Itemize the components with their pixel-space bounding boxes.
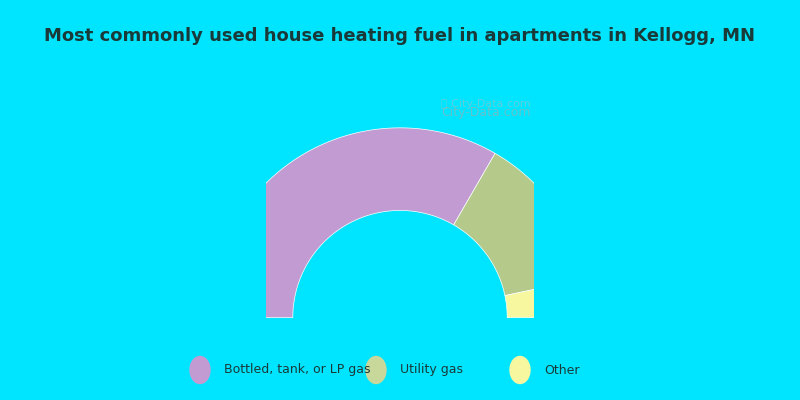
Polygon shape — [505, 278, 590, 318]
Text: City-Data.com: City-Data.com — [441, 106, 530, 119]
Text: Most commonly used house heating fuel in apartments in Kellogg, MN: Most commonly used house heating fuel in… — [45, 27, 755, 45]
Ellipse shape — [190, 356, 210, 384]
Text: Bottled, tank, or LP gas: Bottled, tank, or LP gas — [224, 364, 370, 376]
Text: Other: Other — [544, 364, 579, 376]
Text: Utility gas: Utility gas — [400, 364, 463, 376]
Ellipse shape — [510, 356, 530, 384]
Ellipse shape — [366, 356, 386, 384]
Polygon shape — [454, 153, 586, 296]
Text: 🏛 City-Data.com: 🏛 City-Data.com — [441, 99, 530, 109]
Polygon shape — [210, 128, 495, 318]
